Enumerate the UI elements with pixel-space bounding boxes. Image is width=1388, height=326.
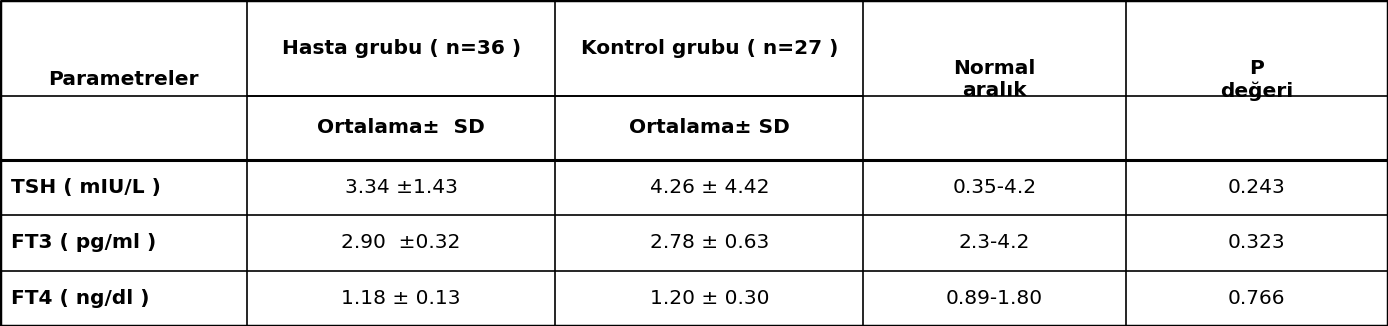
Text: P
değeri: P değeri: [1220, 59, 1294, 101]
Text: Normal
aralık: Normal aralık: [954, 59, 1035, 100]
Text: FT4 ( ng/dl ): FT4 ( ng/dl ): [11, 289, 150, 308]
Text: 0.35-4.2: 0.35-4.2: [952, 178, 1037, 197]
Text: Ortalama±  SD: Ortalama± SD: [318, 118, 484, 138]
Text: 2.90  ±0.32: 2.90 ±0.32: [341, 233, 461, 252]
Text: 0.243: 0.243: [1228, 178, 1285, 197]
Text: 2.3-4.2: 2.3-4.2: [959, 233, 1030, 252]
Text: 1.20 ± 0.30: 1.20 ± 0.30: [650, 289, 769, 308]
Text: 4.26 ± 4.42: 4.26 ± 4.42: [650, 178, 769, 197]
Text: 0.89-1.80: 0.89-1.80: [947, 289, 1042, 308]
Text: 0.766: 0.766: [1228, 289, 1285, 308]
Text: 2.78 ± 0.63: 2.78 ± 0.63: [650, 233, 769, 252]
Text: 0.323: 0.323: [1228, 233, 1285, 252]
Text: FT3 ( pg/ml ): FT3 ( pg/ml ): [11, 233, 157, 252]
Text: 3.34 ±1.43: 3.34 ±1.43: [344, 178, 458, 197]
Text: Hasta grubu ( n=36 ): Hasta grubu ( n=36 ): [282, 38, 520, 58]
Text: Ortalama± SD: Ortalama± SD: [629, 118, 790, 138]
Text: Parametreler: Parametreler: [49, 70, 198, 89]
Text: TSH ( mIU/L ): TSH ( mIU/L ): [11, 178, 161, 197]
Text: Kontrol grubu ( n=27 ): Kontrol grubu ( n=27 ): [580, 38, 838, 58]
Text: 1.18 ± 0.13: 1.18 ± 0.13: [341, 289, 461, 308]
